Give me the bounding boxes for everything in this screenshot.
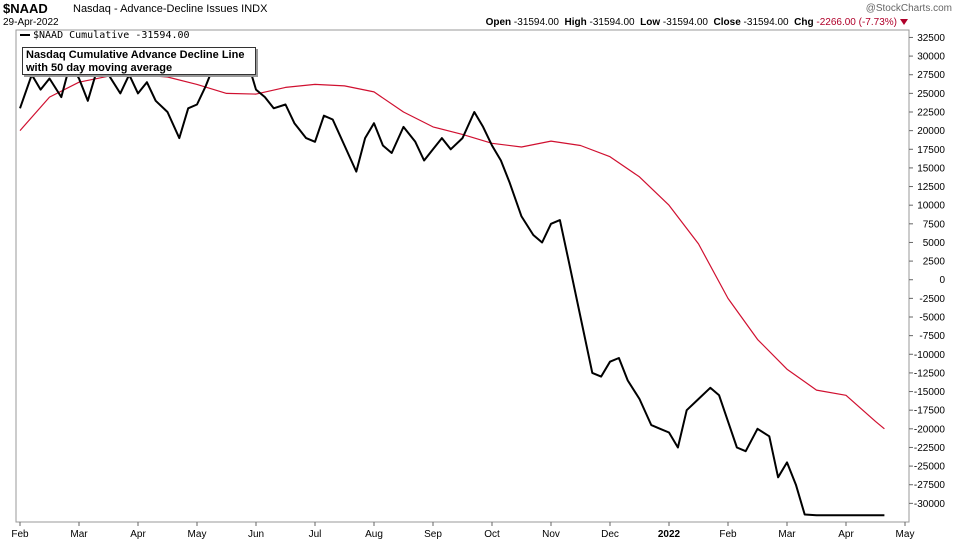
y-tick-label: 20000	[917, 126, 945, 137]
chg-value: -2266.00 (-7.73%)	[816, 17, 897, 28]
x-tick-label: Mar	[778, 529, 796, 540]
y-tick-label: 10000	[917, 201, 945, 212]
chart-header: $NAAD Nasdaq - Advance-Decline Issues IN…	[0, 0, 960, 30]
legend-label: $NAAD Cumulative -31594.00	[33, 30, 190, 41]
open-value: -31594.00	[513, 17, 559, 28]
x-tick-label: Apr	[838, 529, 854, 540]
y-tick-label: -25000	[914, 462, 946, 473]
close-label: Close	[713, 17, 741, 28]
y-tick-label: 27500	[917, 70, 945, 81]
y-axis: 3250030000275002500022500200001750015000…	[909, 33, 945, 510]
x-tick-label: 2022	[658, 529, 681, 540]
x-tick-label: Jun	[248, 529, 264, 540]
y-tick-label: 7500	[923, 219, 946, 230]
y-tick-label: -30000	[914, 499, 946, 510]
series-group	[19, 47, 885, 517]
y-tick-label: -17500	[914, 406, 946, 417]
y-tick-label: 2500	[923, 257, 946, 268]
y-tick-label: -2500	[919, 294, 945, 305]
x-tick-label: Feb	[11, 529, 29, 540]
x-tick-label: Apr	[130, 529, 146, 540]
y-tick-label: 5000	[923, 238, 946, 249]
open-label: Open	[485, 17, 512, 28]
plot-frame	[15, 29, 910, 523]
x-tick-label: May	[188, 529, 207, 540]
legend-swatch	[20, 34, 30, 36]
x-tick-label: Mar	[70, 529, 88, 540]
low-label: Low	[640, 17, 661, 28]
y-tick-label: 32500	[917, 33, 945, 44]
moving-average-series	[19, 74, 885, 430]
x-tick-label: Dec	[601, 529, 619, 540]
y-tick-label: -10000	[914, 350, 946, 361]
annotation-line-1: Nasdaq Cumulative Advance Decline Line	[26, 49, 245, 61]
legend: $NAAD Cumulative -31594.00	[20, 30, 190, 41]
symbol-description: Nasdaq - Advance-Decline Issues INDX	[73, 3, 268, 15]
y-tick-label: -12500	[914, 368, 946, 379]
brand-watermark: @StockCharts.com	[865, 3, 952, 14]
x-tick-label: Nov	[542, 529, 560, 540]
ohlc-readout: Open -31594.00 High -31594.00 Low -31594…	[486, 17, 908, 28]
close-value: -31594.00	[743, 17, 789, 28]
y-tick-label: -22500	[914, 443, 946, 454]
low-value: -31594.00	[662, 17, 708, 28]
x-tick-label: Aug	[365, 529, 383, 540]
x-tick-label: Feb	[719, 529, 737, 540]
chg-label: Chg	[794, 17, 814, 28]
y-tick-label: 30000	[917, 52, 945, 63]
ad-line-series	[19, 47, 885, 517]
y-tick-label: -20000	[914, 424, 946, 435]
high-value: -31594.00	[589, 17, 635, 28]
y-tick-label: 25000	[917, 89, 945, 100]
y-tick-label: 22500	[917, 108, 945, 119]
x-tick-label: Jul	[309, 529, 322, 540]
annotation-box: Nasdaq Cumulative Advance Decline Line w…	[22, 47, 256, 75]
x-tick-label: May	[896, 529, 915, 540]
y-tick-label: -15000	[914, 387, 946, 398]
y-tick-label: 17500	[917, 145, 945, 156]
high-label: High	[564, 17, 587, 28]
y-tick-label: 12500	[917, 182, 945, 193]
down-triangle-icon	[900, 19, 908, 26]
y-tick-label: 0	[939, 275, 945, 286]
x-axis: Feb Mar Apr May Jun Jul Aug Sep Oct Nov Dec 2022 Feb…	[11, 522, 914, 540]
x-tick-label: Sep	[424, 529, 442, 540]
y-tick-label: 15000	[917, 163, 945, 174]
x-tick-label: Oct	[484, 529, 500, 540]
y-tick-label: -27500	[914, 480, 946, 491]
chart-date: 29-Apr-2022	[3, 17, 59, 28]
y-tick-label: -7500	[919, 331, 945, 342]
annotation-line-2: with 50 day moving average	[26, 62, 173, 74]
symbol: $NAAD	[3, 1, 48, 16]
y-tick-label: -5000	[919, 313, 945, 324]
